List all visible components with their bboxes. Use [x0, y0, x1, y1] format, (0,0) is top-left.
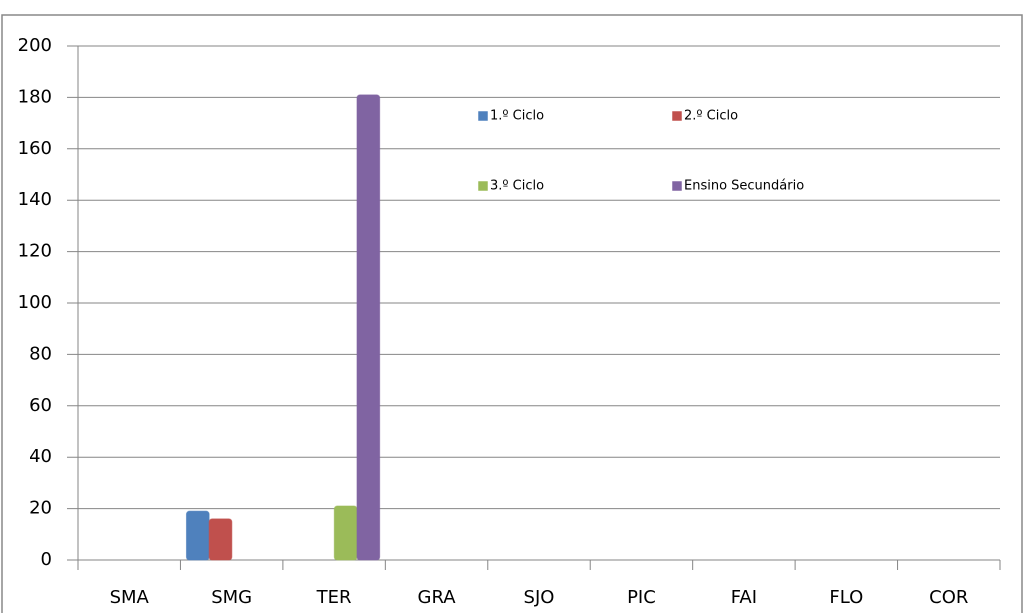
- y-tick-label: 100: [18, 292, 52, 313]
- y-tick-label: 160: [18, 138, 52, 159]
- x-tick-label: SMA: [110, 587, 150, 608]
- legend-label: 1.º Ciclo: [490, 109, 544, 124]
- legend-swatch: [671, 110, 683, 122]
- x-tick-label: TER: [316, 587, 352, 608]
- x-tick-label: FLO: [829, 587, 863, 608]
- legend-swatch: [477, 110, 489, 122]
- chart-frame: [1, 14, 1023, 613]
- bar: [333, 505, 358, 561]
- legend-label: Ensino Secundário: [684, 179, 804, 194]
- legend-label: 2.º Ciclo: [684, 109, 738, 124]
- legend-label: 3.º Ciclo: [490, 179, 544, 194]
- x-tick-label: COR: [929, 587, 968, 608]
- x-tick-label: SJO: [524, 587, 555, 608]
- y-tick-label: 180: [18, 86, 52, 107]
- x-tick-label: SMG: [211, 587, 252, 608]
- bar: [208, 518, 233, 561]
- y-tick-label: 40: [29, 446, 52, 467]
- y-tick-label: 120: [18, 241, 52, 262]
- x-tick-label: FAI: [731, 587, 757, 608]
- x-tick-label: GRA: [418, 587, 457, 608]
- y-tick-label: 20: [29, 498, 52, 519]
- y-tick-label: 140: [18, 189, 52, 210]
- y-tick-label: 60: [29, 395, 52, 416]
- legend-swatch: [477, 180, 489, 192]
- y-tick-label: 80: [29, 343, 52, 364]
- bar: [185, 510, 210, 561]
- y-tick-label: 0: [41, 549, 52, 570]
- bar: [356, 94, 381, 561]
- legend-swatch: [671, 180, 683, 192]
- x-tick-label: PIC: [627, 587, 656, 608]
- y-tick-label: 200: [18, 35, 52, 56]
